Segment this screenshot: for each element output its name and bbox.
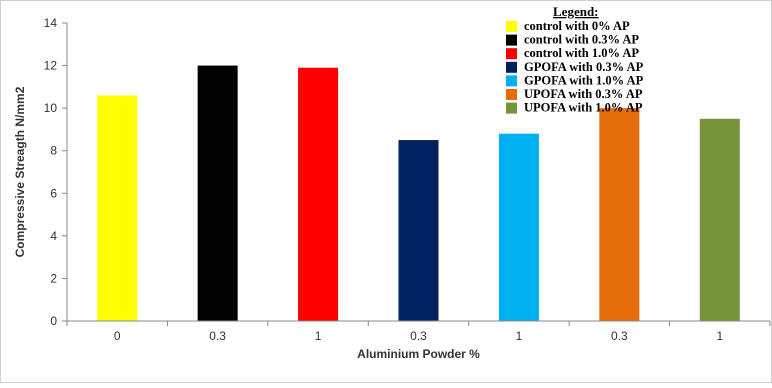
y-axis-ticks: 0 2 4 6 8 10 12 14 <box>44 16 67 328</box>
legend-swatch <box>506 75 517 87</box>
x-tick-label: 0.3 <box>410 329 427 343</box>
y-tick-label: 4 <box>50 229 57 243</box>
legend-item-label: GPOFA with 0.3% AP <box>524 60 644 74</box>
y-tick-label: 14 <box>44 16 58 30</box>
y-tick-label: 0 <box>50 314 57 328</box>
x-axis-ticks: 0 0.3 1 0.3 1 0.3 1 <box>66 321 771 343</box>
x-tick-label: 1 <box>716 329 723 343</box>
legend-swatch <box>506 102 517 114</box>
y-tick-label: 12 <box>44 59 58 73</box>
y-tick-label: 8 <box>50 144 57 158</box>
y-tick-label: 10 <box>44 101 58 115</box>
legend-item-label: UPOFA with 0.3% AP <box>524 87 643 101</box>
legend-swatch <box>506 89 517 100</box>
legend-item-label: UPOFA with 1.0% AP <box>524 101 643 115</box>
x-tick-label: 0.3 <box>611 329 628 343</box>
x-tick-label: 1 <box>315 329 322 343</box>
legend-swatch <box>506 61 517 73</box>
x-tick-label: 1 <box>516 329 523 343</box>
legend-swatch <box>506 48 517 60</box>
y-axis-title: Compressive Streagth N/mm2 <box>13 86 27 257</box>
legend-swatch <box>506 21 517 32</box>
legend-item-label: control with 0% AP <box>524 19 630 33</box>
plot-area <box>97 65 740 322</box>
bar <box>498 133 539 321</box>
legend-title: Legend: <box>553 4 599 19</box>
legend-item-label: control with 1.0% AP <box>524 46 639 60</box>
x-tick-label: 0.3 <box>209 329 226 343</box>
y-tick-label: 2 <box>50 271 57 285</box>
legend-item-label: control with 0.3% AP <box>524 33 639 47</box>
bar <box>298 67 339 321</box>
x-tick-label: 0 <box>114 329 121 343</box>
y-tick-label: 6 <box>50 186 57 200</box>
x-axis-title: Aluminium Powder % <box>357 347 480 361</box>
legend-item-label: GPOFA with 1.0% AP <box>524 73 644 87</box>
bar <box>197 65 238 321</box>
legend-swatch <box>506 34 517 46</box>
bar <box>97 95 138 321</box>
bar <box>699 118 740 322</box>
bar <box>398 140 439 321</box>
bar <box>599 108 640 322</box>
